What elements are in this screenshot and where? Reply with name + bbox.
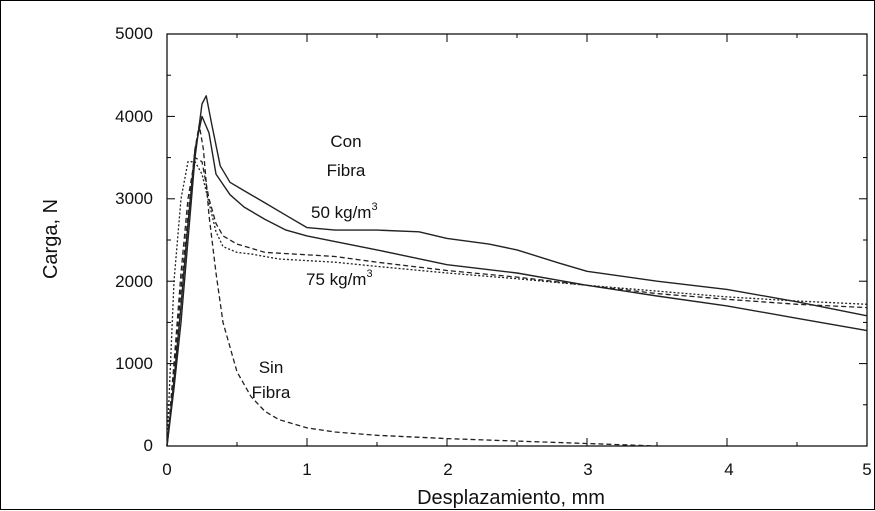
- annotation-sin: Sin: [259, 358, 284, 377]
- x-axis-title: Desplazamiento, mm: [417, 487, 605, 509]
- annotation-fibra-con: Fibra: [327, 161, 366, 180]
- x-tick-label: 0: [162, 460, 171, 479]
- y-tick-label: 2000: [115, 272, 153, 291]
- y-tick-label: 4000: [115, 107, 153, 126]
- x-tick-label: 3: [583, 460, 592, 479]
- y-tick-label: 5000: [115, 24, 153, 43]
- annotation-75-kg-base: 75 kg/m: [306, 270, 366, 289]
- annotation-con: Con: [330, 132, 361, 151]
- annotation-75-kg: 75 kg/m3: [306, 268, 373, 289]
- y-tick-label: 3000: [115, 189, 153, 208]
- y-tick-label: 0: [144, 436, 153, 455]
- x-tick-label: 2: [443, 460, 452, 479]
- series-line-3: [166, 156, 868, 447]
- annotation-50-kg-base: 50 kg/m: [311, 203, 371, 222]
- annotation-75-kg-exp: 3: [366, 268, 372, 280]
- axis-ticks: [166, 33, 868, 447]
- annotation-50-kg-exp: 3: [371, 201, 377, 213]
- series-line-4: [166, 161, 868, 447]
- y-tick-label: 1000: [115, 354, 153, 373]
- x-tick-label: 5: [862, 460, 871, 479]
- series-line-5: [166, 123, 658, 447]
- series-group: [166, 95, 868, 447]
- y-axis-title: Carga, N: [40, 199, 62, 279]
- x-tick-label: 1: [302, 460, 311, 479]
- x-tick-label: 4: [724, 460, 733, 479]
- annotation-50-kg: 50 kg/m3: [311, 201, 378, 222]
- annotation-fibra-sin: Fibra: [252, 383, 291, 402]
- series-line-1: [166, 95, 868, 447]
